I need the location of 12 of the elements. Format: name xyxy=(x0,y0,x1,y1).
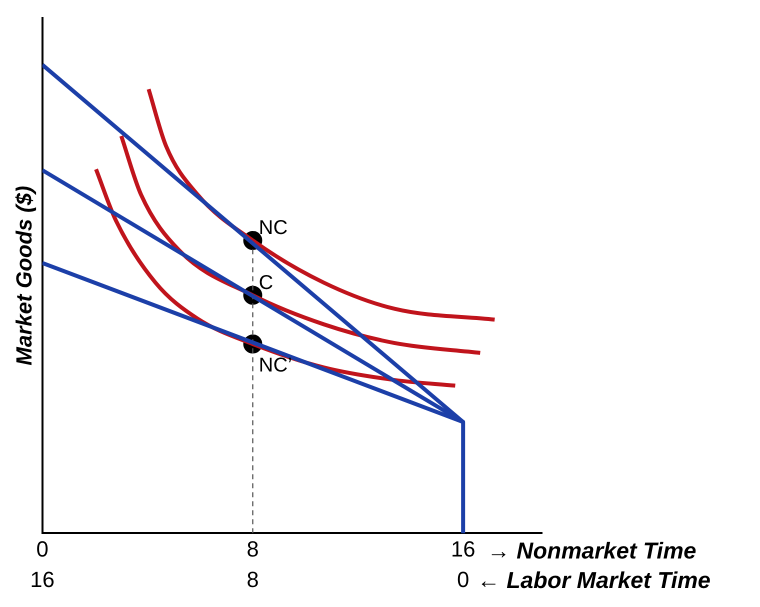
x2-tick-label: 0 xyxy=(456,566,470,592)
annotation: NC xyxy=(258,216,288,239)
x-tick-label: 8 xyxy=(246,536,259,562)
x-tick-label: 16 xyxy=(450,536,476,562)
annotation: NC’ xyxy=(258,354,292,376)
x-axis-title: → Nonmarket Time xyxy=(487,538,697,564)
x-tick-label: 0 xyxy=(36,536,49,562)
x2-tick-label: 8 xyxy=(246,566,259,592)
y-axis-title: Market Goods ($) xyxy=(11,186,36,366)
annotation: C xyxy=(258,272,274,294)
x2-tick-label: 16 xyxy=(30,566,55,592)
x2-axis-title: ← Labor Market Time xyxy=(477,566,711,593)
